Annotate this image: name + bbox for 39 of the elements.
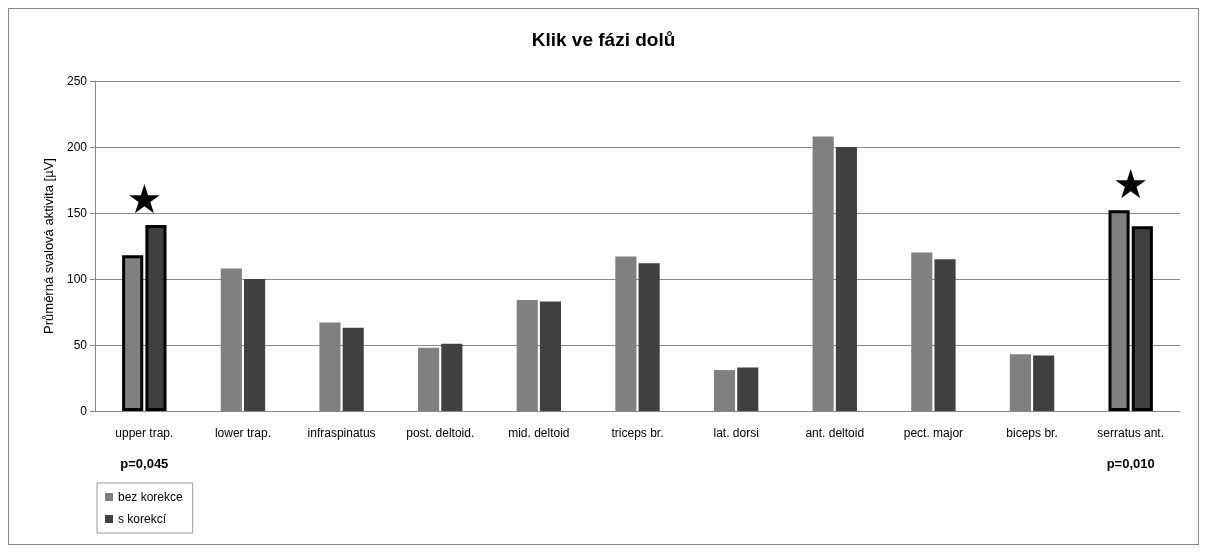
x-tick-label: pect. major [903,426,964,440]
x-tick-label: serratus ant. [1097,426,1165,440]
y-tick-label: 200 [66,140,88,154]
x-tick-label: triceps br. [611,426,664,440]
annotation: ★ [1112,161,1149,208]
legend-label: s korekcí [118,512,167,526]
x-tick-label: biceps br. [1006,426,1058,440]
y-tick-label: 50 [73,338,88,352]
bar [1033,355,1055,411]
y-tick-label: 250 [66,74,88,88]
bar [244,279,266,411]
y-axis-title: Průměrná svalová aktivita [µV] [41,158,56,334]
x-tick-label: mid. deltoid [508,426,570,440]
bar [638,263,660,411]
x-tick-label: ant. deltoid [805,426,865,440]
bar [539,301,562,411]
bar [441,343,463,411]
x-tick-label: lower trap. [214,426,271,440]
bar [1009,354,1031,411]
y-tick-label: 100 [66,272,88,286]
bar [737,367,759,411]
y-tick-label: 150 [66,206,88,220]
bar [934,259,956,411]
chart-title: Klik ve fázi dolů [531,29,676,50]
x-tick-label: lat. dorsi [713,426,759,440]
y-tick-label: 0 [80,404,88,418]
legend-label: bez korekce [118,490,184,504]
bar [713,370,736,411]
bar [342,327,364,411]
bar [835,147,857,411]
text: p=0,045 [120,456,169,471]
bar [1131,226,1153,411]
x-tick-label: infraspinatus [307,426,376,440]
bar [418,347,440,411]
x-tick-label: post. deltoid. [406,426,475,440]
x-tick-label: upper trap. [115,426,174,440]
annotation: ★ [126,175,163,222]
bar [145,224,167,411]
text: p=0,010 [1106,456,1155,471]
